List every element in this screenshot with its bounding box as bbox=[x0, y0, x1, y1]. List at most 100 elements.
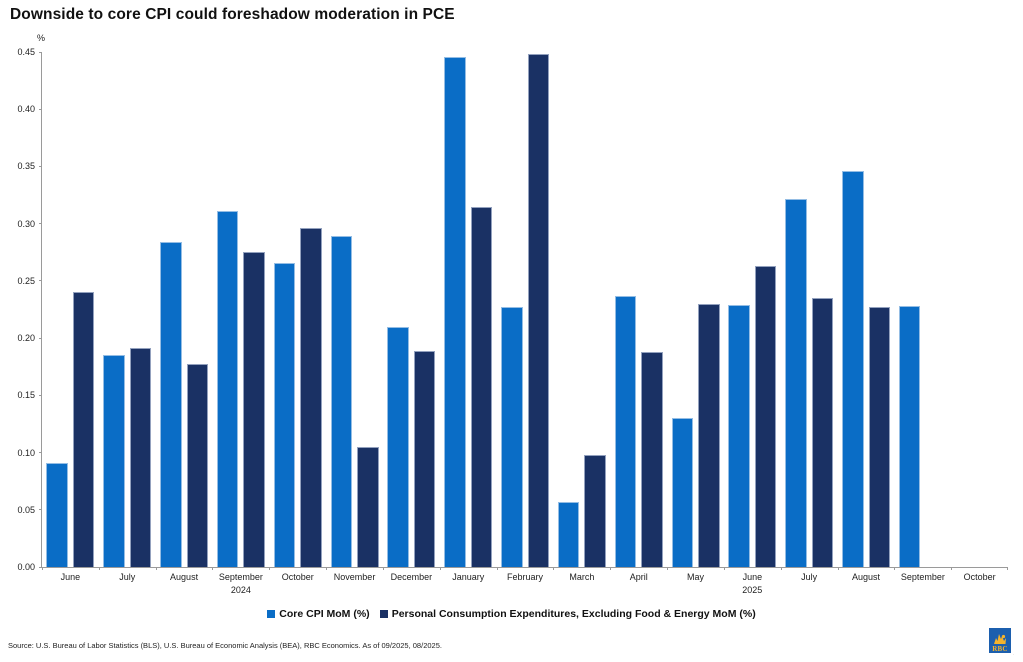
bar-core-cpi bbox=[160, 241, 182, 567]
bar-core-cpi bbox=[785, 198, 807, 567]
y-axis-unit-label: % bbox=[37, 33, 46, 43]
month-group bbox=[156, 52, 213, 567]
y-tick-mark bbox=[39, 452, 42, 454]
month-group bbox=[42, 52, 99, 567]
x-tick-mark bbox=[269, 567, 271, 570]
x-axis-year-label: 2025 bbox=[742, 585, 763, 595]
chart-title: Downside to core CPI could foreshadow mo… bbox=[10, 6, 455, 23]
x-axis-month-label: October bbox=[281, 572, 314, 582]
bar-core-cpi bbox=[614, 295, 637, 567]
bar-pce bbox=[72, 292, 95, 567]
month-group bbox=[326, 52, 383, 567]
x-axis-month-label: May bbox=[687, 572, 705, 582]
x-tick-mark bbox=[439, 567, 441, 570]
bar-core-cpi bbox=[501, 307, 523, 567]
x-tick-mark bbox=[326, 567, 328, 570]
y-tick-label: 0.15 bbox=[17, 390, 35, 401]
month-group bbox=[383, 52, 440, 567]
bar-pce bbox=[186, 364, 209, 567]
x-axis-month-label: October bbox=[963, 572, 996, 582]
x-tick-mark bbox=[212, 567, 214, 570]
month-group bbox=[667, 52, 724, 567]
y-tick-mark bbox=[39, 165, 42, 167]
bar-core-cpi bbox=[671, 418, 694, 567]
x-axis-month-label: February bbox=[507, 572, 544, 582]
month-group bbox=[497, 52, 554, 567]
legend-label: Core CPI MoM (%) bbox=[279, 608, 370, 620]
bar-core-cpi bbox=[387, 326, 409, 567]
x-axis-month-label: September bbox=[218, 572, 263, 582]
x-axis-month-label: July bbox=[119, 572, 136, 582]
bar-core-cpi bbox=[103, 355, 125, 567]
month-group bbox=[781, 52, 838, 567]
y-tick-label: 0.35 bbox=[17, 161, 35, 172]
x-tick-mark bbox=[553, 567, 555, 570]
x-axis-month-label: August bbox=[170, 572, 199, 582]
x-tick-mark bbox=[98, 567, 100, 570]
month-group bbox=[440, 52, 497, 567]
y-tick-label: 0.00 bbox=[17, 562, 35, 572]
x-tick-mark bbox=[382, 567, 384, 570]
x-tick-mark bbox=[780, 567, 782, 570]
x-tick-mark bbox=[723, 567, 725, 570]
legend-item-core-cpi: Core CPI MoM (%) bbox=[267, 608, 370, 620]
y-tick-label: 0.05 bbox=[17, 504, 35, 515]
bar-core-cpi bbox=[557, 501, 580, 567]
month-group bbox=[212, 52, 269, 567]
month-group bbox=[724, 52, 781, 567]
bar-core-cpi bbox=[898, 306, 921, 567]
bar-pce bbox=[300, 228, 322, 567]
bar-core-cpi bbox=[46, 462, 68, 567]
legend-label: Personal Consumption Expenditures, Exclu… bbox=[391, 608, 756, 620]
bar-pce bbox=[357, 446, 379, 567]
bar-pce bbox=[527, 54, 550, 567]
y-tick-mark bbox=[39, 280, 42, 282]
x-tick-mark bbox=[155, 567, 157, 570]
bar-core-cpi bbox=[273, 262, 296, 567]
y-tick-label: 0.10 bbox=[17, 447, 35, 458]
bar-pce bbox=[413, 350, 436, 567]
month-group bbox=[269, 52, 326, 567]
y-tick-label: 0.40 bbox=[17, 104, 35, 115]
legend: Core CPI MoM (%) Personal Consumption Exp… bbox=[0, 608, 1023, 620]
x-tick-mark bbox=[42, 567, 43, 570]
x-axis-month-label: July bbox=[801, 572, 818, 582]
x-axis-year-label: 2024 bbox=[230, 585, 251, 595]
bar-pce bbox=[243, 252, 265, 567]
y-tick-mark bbox=[39, 108, 42, 110]
registered-mark: . bbox=[1012, 651, 1014, 656]
month-group bbox=[838, 52, 895, 567]
y-tick-label: 0.45 bbox=[17, 47, 35, 57]
bar-core-cpi bbox=[330, 236, 353, 567]
x-tick-mark bbox=[837, 567, 839, 570]
x-tick-mark bbox=[951, 567, 953, 570]
bar-pce bbox=[868, 307, 890, 567]
rbc-logo: RBC bbox=[989, 628, 1011, 653]
x-tick-mark bbox=[894, 567, 896, 570]
legend-item-pce: Personal Consumption Expenditures, Exclu… bbox=[379, 608, 756, 620]
bar-pce bbox=[129, 348, 152, 567]
month-group bbox=[951, 52, 1008, 567]
x-axis-month-label: August bbox=[851, 572, 881, 582]
legend-swatch-icon bbox=[379, 610, 388, 618]
x-tick-mark bbox=[667, 567, 669, 570]
rbc-logo-text: RBC bbox=[992, 645, 1008, 653]
month-group bbox=[553, 52, 610, 567]
y-tick-mark bbox=[39, 51, 42, 53]
y-tick-mark bbox=[39, 509, 42, 511]
y-tick-mark bbox=[39, 394, 42, 396]
x-axis-month-label: June bbox=[742, 572, 763, 582]
bar-pce bbox=[754, 266, 777, 567]
x-axis-month-label: June bbox=[60, 572, 81, 582]
x-axis-month-label: March bbox=[569, 572, 595, 582]
bar-pce bbox=[811, 298, 834, 567]
bar-pce bbox=[470, 206, 493, 567]
bar-core-cpi bbox=[444, 56, 466, 567]
bar-pce bbox=[641, 351, 663, 567]
month-group bbox=[610, 52, 667, 567]
x-axis-labels: June July August September October November De… bbox=[42, 572, 1008, 582]
x-tick-mark bbox=[1007, 567, 1008, 570]
y-tick-mark bbox=[39, 223, 42, 225]
legend-swatch-icon bbox=[267, 610, 276, 618]
bar-core-cpi bbox=[728, 304, 750, 567]
